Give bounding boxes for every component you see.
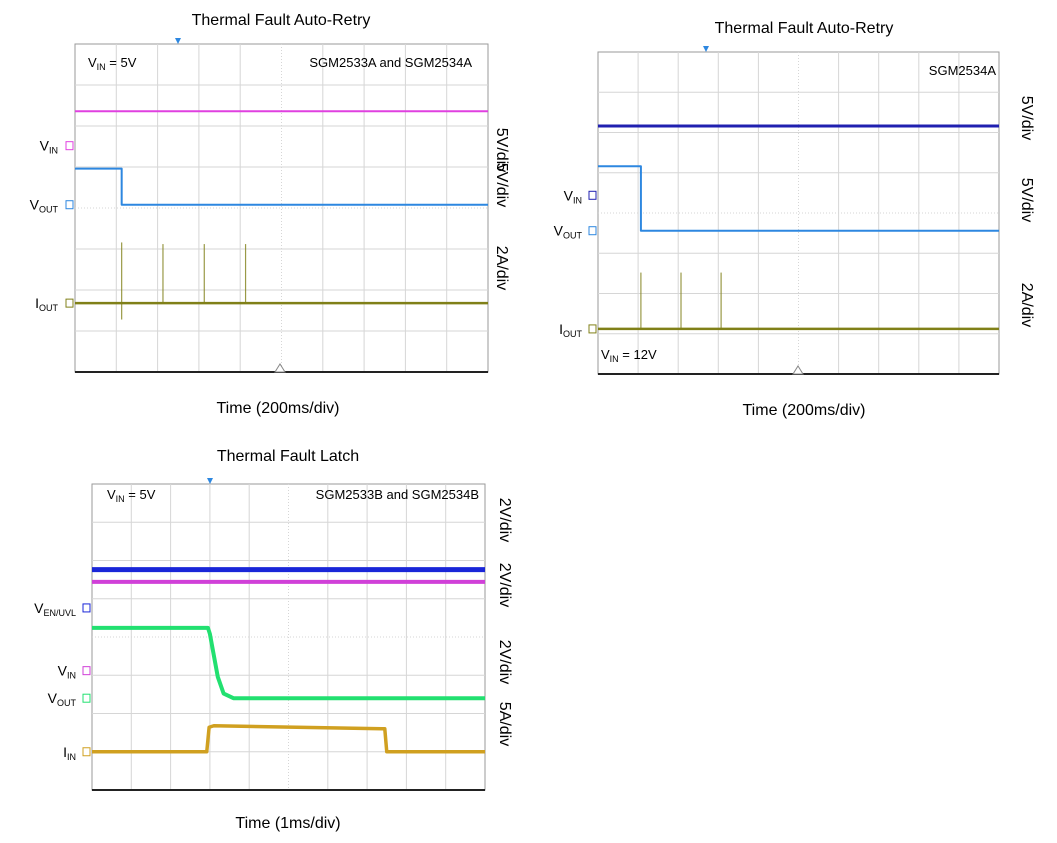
channel-label-vout: VOUT xyxy=(554,223,583,241)
scale-label: 5V/div xyxy=(1018,96,1035,140)
channel-label-vout: VOUT xyxy=(48,690,77,708)
scale-label: 5V/div xyxy=(493,163,510,207)
annotation-2: SGM2533A and SGM2534A xyxy=(309,55,472,70)
channel-marker-icon xyxy=(82,693,91,703)
scale-label: 2A/div xyxy=(1018,283,1035,327)
trace-vout xyxy=(92,625,485,701)
trace-vout xyxy=(598,165,999,232)
scale-label: 5V/div xyxy=(1018,178,1035,222)
annotation-1: VIN = 5V xyxy=(107,487,156,504)
scale-label: 5A/div xyxy=(496,702,513,746)
scale-label: 2V/div xyxy=(496,563,513,607)
grid xyxy=(75,44,488,372)
channel-marker-icon xyxy=(588,226,597,236)
series-vout xyxy=(65,167,488,210)
annotation-1: VIN = 5V xyxy=(88,55,137,72)
series-ch1 xyxy=(588,124,999,200)
series-vout xyxy=(82,625,485,703)
scope-chart-2: Thermal Fault Auto-Retry Time (200ms/div)… xyxy=(554,20,1035,419)
x-axis-label: Time (200ms/div) xyxy=(217,400,340,417)
chart-title: Thermal Fault Auto-Retry xyxy=(715,20,894,37)
chart-title: Thermal Fault Auto-Retry xyxy=(192,12,371,29)
series-iin xyxy=(82,723,485,757)
grid xyxy=(598,52,999,374)
channel-label-vin: VIN xyxy=(564,187,582,205)
trigger-level-triangle-icon xyxy=(792,365,804,375)
x-axis-label: Time (1ms/div) xyxy=(235,815,340,832)
scope-chart-1: Thermal Fault Auto-Retry Time (200ms/div)… xyxy=(30,12,510,417)
series-vout xyxy=(588,165,999,236)
series-iout xyxy=(65,242,488,320)
channel-marker-icon xyxy=(65,200,74,210)
trace-iin xyxy=(92,723,485,754)
series-ven-uvl xyxy=(82,567,485,613)
scale-label: 2V/div xyxy=(496,640,513,684)
trigger-level-triangle-icon xyxy=(274,363,286,373)
scale-label: 2V/div xyxy=(496,498,513,542)
channel-label-iin: IIN xyxy=(63,744,76,762)
channel-marker-icon xyxy=(588,324,597,334)
channel-marker-icon xyxy=(82,747,91,757)
scale-label: 5V/div xyxy=(493,128,510,172)
trigger-position-icon xyxy=(207,478,213,484)
channel-label-iout: IOUT xyxy=(559,321,582,339)
channel-label-vin: VIN xyxy=(58,663,76,681)
channel-marker-icon xyxy=(65,141,74,151)
channel-label-iout: IOUT xyxy=(35,295,58,313)
series-vin xyxy=(82,579,485,676)
channel-marker-icon xyxy=(65,298,74,308)
series-vin xyxy=(65,110,488,151)
annotation-2: VIN = 12V xyxy=(601,347,657,364)
channel-marker-icon xyxy=(82,666,91,676)
x-axis-label: Time (200ms/div) xyxy=(743,402,866,419)
trace-vout xyxy=(75,167,488,206)
annotation-1: SGM2534A xyxy=(929,63,997,78)
channel-label-ven-uvl: VEN/UVL xyxy=(34,600,76,618)
channel-marker-icon xyxy=(82,603,91,613)
annotation-2: SGM2533B and SGM2534B xyxy=(316,487,479,502)
scope-chart-3: Thermal Fault Latch Time (1ms/div) VEN/UVL… xyxy=(34,448,513,832)
channel-marker-icon xyxy=(588,190,597,200)
scale-label: 2A/div xyxy=(493,246,510,290)
channel-label-vout: VOUT xyxy=(30,197,59,215)
chart-title: Thermal Fault Latch xyxy=(217,448,359,465)
series-iout xyxy=(588,272,999,334)
trigger-position-icon xyxy=(703,46,709,52)
grid xyxy=(92,484,485,790)
channel-label-vin: VIN xyxy=(40,138,58,156)
trigger-position-icon xyxy=(175,38,181,44)
